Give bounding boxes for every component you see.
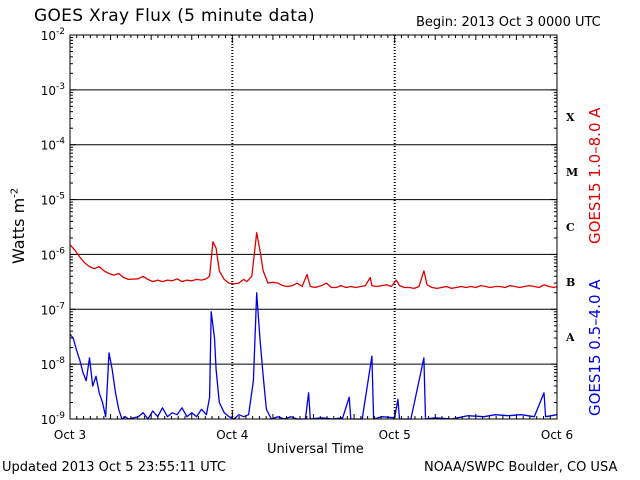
chart-title: GOES Xray Flux (5 minute data) — [34, 6, 315, 26]
y-tick-label: 10-7 — [41, 301, 65, 317]
flare-class-b: B — [566, 275, 576, 289]
x-axis-label: Universal Time — [267, 442, 364, 457]
chart-axes — [69, 34, 558, 420]
y-tick-label: 10-9 — [41, 411, 66, 427]
flare-class-m: M — [566, 166, 579, 180]
x-tick-label: Oct 4 — [216, 428, 248, 442]
y-tick-label: 10-3 — [41, 82, 65, 98]
x-tick-label: Oct 6 — [541, 428, 573, 442]
chart-series — [69, 231, 558, 420]
y-tick-label: 10-8 — [41, 356, 66, 372]
x-tick-label: Oct 3 — [54, 428, 86, 442]
y-tick-label: 10-2 — [41, 27, 65, 43]
credit-text: NOAA/SWPC Boulder, CO USA — [424, 460, 618, 475]
series-label-long-channel: GOES15 1.0–8.0 A — [586, 107, 604, 244]
series-label-short-channel: GOES15 0.5–4.0 A — [586, 279, 604, 416]
flare-class-c: C — [566, 221, 575, 234]
y-tick-label: 10-6 — [41, 246, 66, 262]
series-long-channel-line — [69, 231, 558, 290]
begin-time: Begin: 2013 Oct 3 0000 UTC — [416, 15, 601, 30]
flare-class-x: X — [566, 111, 575, 125]
updated-timestamp: Updated 2013 Oct 5 23:55:11 UTC — [2, 460, 226, 475]
y-tick-label: 10-4 — [41, 137, 66, 153]
y-axis-label-exponent: -2 — [9, 187, 21, 198]
chart-grid — [70, 35, 557, 419]
plot-frame — [69, 34, 558, 420]
y-tick-label: 10-5 — [41, 192, 65, 208]
x-tick-label: Oct 5 — [379, 428, 411, 442]
y-axis-label: Watts m-2 — [9, 188, 28, 264]
flare-class-a: A — [566, 330, 575, 344]
y-axis-label-text: Watts m — [9, 197, 28, 264]
series-short-channel-line — [69, 292, 558, 420]
